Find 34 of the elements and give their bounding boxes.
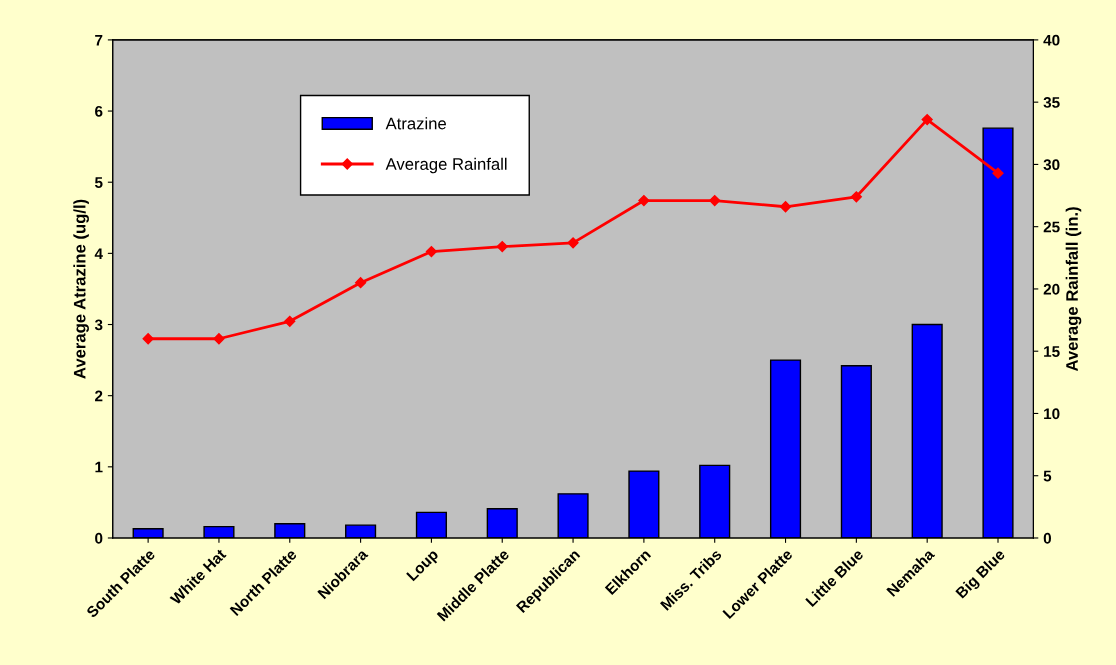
point — [850, 191, 862, 203]
y-tick-label: 5 — [94, 177, 103, 188]
y2-tick-label: 30 — [1043, 159, 1060, 171]
point — [921, 113, 933, 126]
point — [284, 315, 296, 327]
y2-tick-label: 5 — [1043, 470, 1052, 482]
y-tick-label: 1 — [95, 461, 103, 473]
y-tick-label: 0 — [95, 532, 103, 544]
y-tick-label: 3 — [94, 319, 103, 331]
y-tick-label: 7 — [95, 34, 103, 46]
y2-tick-label: 25 — [1043, 221, 1060, 233]
point — [354, 277, 367, 289]
y-tick-label: 2 — [95, 390, 103, 402]
point — [425, 245, 438, 258]
y2-tick-label: 35 — [1043, 97, 1060, 108]
y2-axis-title: Average Rainfall (in.) — [1065, 207, 1082, 372]
y2-tick-label: 15 — [1044, 346, 1060, 357]
legend-label: Atrazine — [385, 117, 446, 130]
y2-tick-label: 10 — [1044, 408, 1060, 420]
y-tick-label: 4 — [94, 248, 103, 259]
point — [638, 194, 650, 207]
y2-tick-label: 40 — [1043, 34, 1060, 46]
point — [709, 194, 721, 207]
y2-tick-label: 20 — [1043, 283, 1060, 295]
point — [992, 167, 1004, 179]
point — [779, 201, 792, 213]
y2-tick-label: 0 — [1043, 532, 1052, 544]
y-axis-title: Average Atrazine (ug/l) — [73, 199, 89, 379]
legend-label: Average Rainfall — [385, 157, 507, 174]
point — [142, 333, 154, 345]
y-tick-label: 6 — [95, 105, 103, 117]
point — [567, 237, 579, 249]
point — [213, 333, 225, 345]
point — [496, 241, 508, 253]
